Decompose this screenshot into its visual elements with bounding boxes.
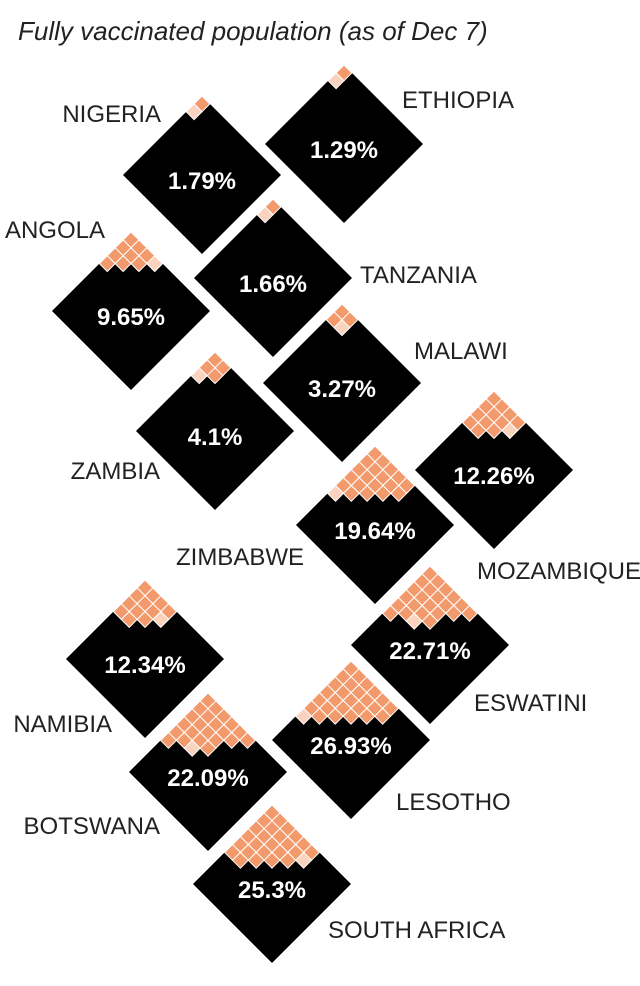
vaccinated-cell — [501, 421, 519, 440]
value-label: 19.64% — [334, 518, 415, 545]
diamond-background — [194, 199, 352, 357]
vaccinated-cell — [223, 731, 241, 750]
vaccinated-cell — [199, 739, 217, 757]
vaccinated-cell — [183, 739, 201, 757]
vaccinated-cell — [159, 731, 178, 750]
value-label: 12.26% — [453, 463, 534, 490]
value-label: 22.71% — [389, 638, 470, 665]
country-diamond-mozambique: 12.26% MOZAMBIQUE — [415, 390, 640, 585]
country-diamond-south-africa: 25.3% SOUTH AFRICA — [193, 804, 505, 963]
vaccinated-cell — [98, 254, 116, 273]
value-label: 9.65% — [97, 304, 165, 331]
vaccinated-cell — [405, 612, 423, 630]
vaccinated-cell — [421, 612, 439, 630]
value-label: 3.27% — [308, 376, 376, 403]
vaccinated-cell — [342, 484, 360, 503]
value-label: 12.34% — [104, 652, 185, 679]
vaccinated-cell — [342, 707, 360, 725]
country-label: LESOTHO — [396, 789, 511, 816]
country-diamond-zimbabwe: 19.64% ZIMBABWE — [176, 445, 454, 604]
vaccinated-cell — [190, 367, 208, 385]
vaccinated-cell — [460, 604, 479, 623]
diamond-background — [265, 65, 423, 223]
vaccinated-cell — [327, 72, 345, 90]
vaccinated-cell — [485, 421, 503, 440]
vaccinated-cell — [130, 254, 148, 273]
country-diamond-ethiopia: 1.29% ETHIOPIA — [265, 64, 514, 223]
vaccinated-cell — [294, 707, 313, 725]
country-label: NAMIBIA — [13, 711, 112, 738]
country-label: MALAWI — [414, 338, 508, 365]
value-label: 25.3% — [238, 877, 306, 904]
vaccinated-cell — [373, 707, 392, 725]
country-label: TANZANIA — [360, 262, 477, 289]
vaccinated-cell — [358, 484, 376, 503]
diamond-background — [415, 391, 573, 549]
country-label: NIGERIA — [62, 101, 161, 128]
value-label: 4.1% — [188, 424, 243, 451]
country-label: ANGOLA — [5, 217, 105, 244]
country-diamond-zambia: 4.1% ZAMBIA — [71, 351, 294, 510]
country-diamond-tanzania: 1.66% TANZANIA — [194, 198, 477, 357]
vaccinated-cell — [333, 319, 351, 337]
vaccinated-cell — [445, 604, 463, 623]
diamond-background — [123, 96, 281, 254]
vaccinated-cell — [469, 421, 487, 440]
vaccinated-cell — [294, 851, 313, 869]
vaccinated-cell — [146, 254, 164, 273]
vaccinated-cell — [374, 484, 392, 503]
country-label: SOUTH AFRICA — [328, 917, 505, 944]
vaccinated-cell — [185, 103, 203, 121]
vaccinated-cell — [247, 851, 265, 869]
country-label: ETHIOPIA — [402, 87, 514, 114]
value-label: 26.93% — [310, 733, 391, 760]
vaccinated-cell — [263, 851, 281, 869]
diamond-background — [263, 304, 421, 462]
country-diamond-lesotho: 26.93% LESOTHO — [272, 660, 511, 819]
diamond-background — [66, 580, 224, 738]
country-label: ZIMBABWE — [176, 544, 304, 571]
vaccinated-cell — [358, 707, 376, 725]
vaccinated-cell — [390, 484, 408, 503]
vaccinated-cell — [152, 610, 170, 629]
vaccinated-cell — [310, 707, 329, 725]
diamond-background — [136, 352, 294, 510]
vaccinated-cell — [279, 851, 297, 869]
value-label: 1.29% — [310, 137, 378, 164]
value-label: 1.66% — [239, 271, 307, 298]
country-label: MOZAMBIQUE — [477, 558, 640, 585]
country-label: BOTSWANA — [24, 813, 160, 840]
country-diamond-malawi: 3.27% MALAWI — [263, 303, 508, 462]
chart-title: Fully vaccinated population (as of Dec 7… — [18, 16, 488, 46]
value-label: 22.09% — [167, 765, 248, 792]
vaccinated-cell — [206, 367, 224, 385]
value-label: 1.79% — [168, 168, 236, 195]
vaccinated-cell — [256, 206, 274, 224]
country-diamond-botswana: 22.09% BOTSWANA — [24, 692, 287, 851]
country-label: ESWATINI — [474, 690, 587, 717]
vaccinated-cell — [381, 604, 400, 623]
country-diamond-eswatini: 22.71%ESWATINI — [351, 565, 587, 724]
vaccinated-cell — [326, 707, 344, 725]
vaccinated-cell — [231, 851, 250, 869]
vaccinated-cell — [120, 610, 138, 629]
vaccinated-cell — [326, 484, 345, 503]
diamond-background — [52, 232, 210, 390]
country-diamond-namibia: 12.34% NAMIBIA — [13, 579, 224, 738]
country-diamond-nigeria: 1.79% NIGERIA — [62, 95, 281, 254]
country-diamond-angola: 9.65% ANGOLA — [5, 217, 210, 390]
country-label: ZAMBIA — [71, 458, 160, 485]
vaccinated-cell — [114, 254, 132, 273]
vaccinated-cell — [136, 610, 154, 629]
vaccinated-cell — [238, 731, 257, 750]
